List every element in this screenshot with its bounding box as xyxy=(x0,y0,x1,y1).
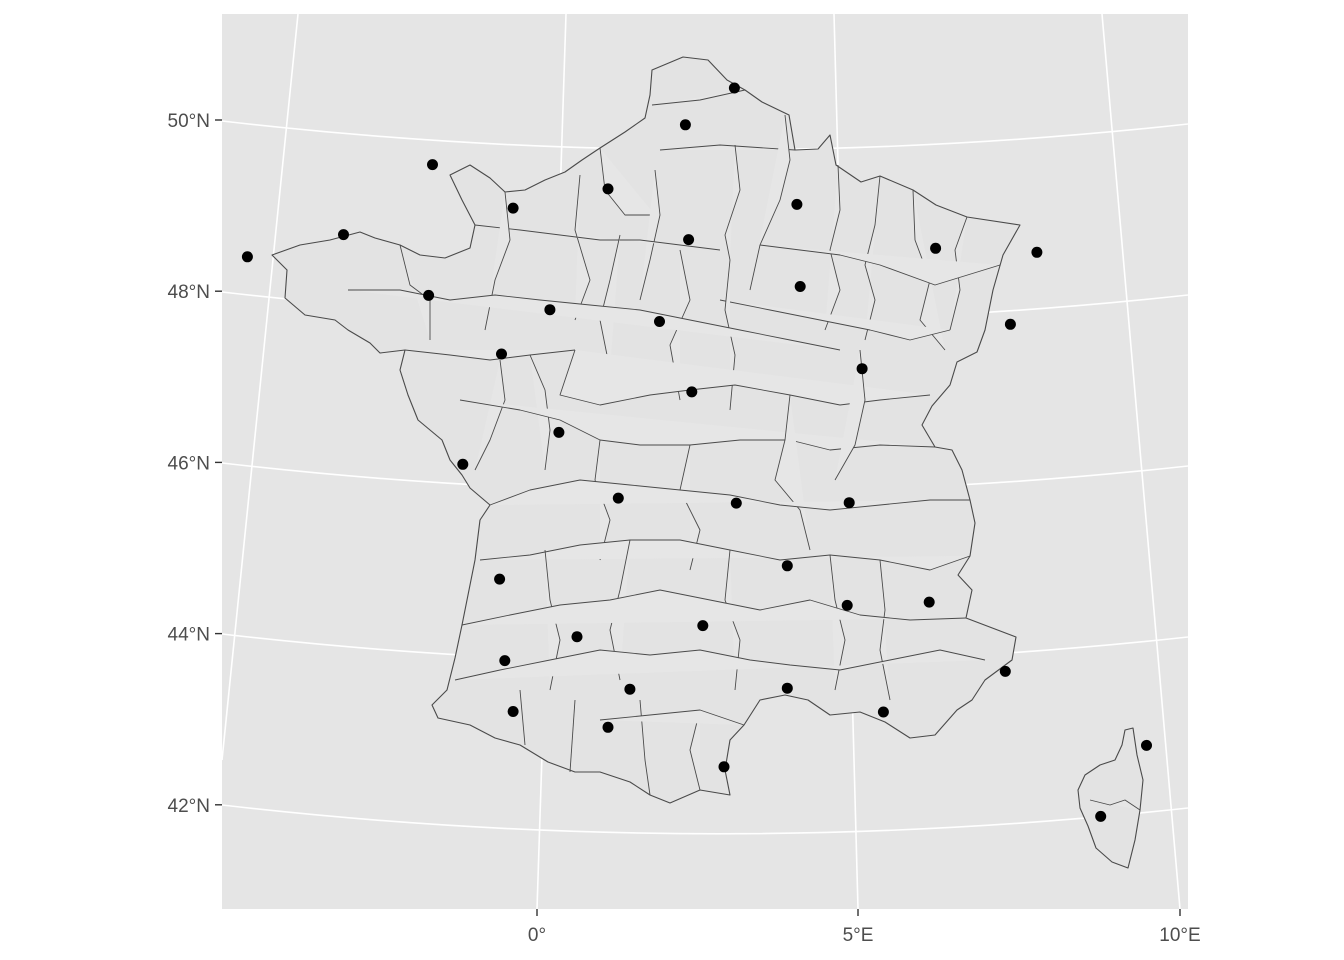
dept-border xyxy=(639,169,661,301)
x-tick-label: 0° xyxy=(528,925,546,946)
dept-border xyxy=(474,359,506,471)
city-points xyxy=(241,82,1152,822)
city-point xyxy=(679,119,691,131)
city-point xyxy=(624,683,636,695)
city-point xyxy=(730,497,742,509)
city-point xyxy=(612,492,624,504)
axis-ticks xyxy=(215,119,1181,916)
dept-border xyxy=(824,164,841,331)
dept-border xyxy=(834,349,866,481)
city-point xyxy=(856,363,868,375)
graticule-lon-m5 xyxy=(222,14,299,761)
dept-border xyxy=(659,144,796,151)
city-point xyxy=(781,682,793,694)
city-point xyxy=(496,348,507,360)
dept-border xyxy=(461,589,967,626)
dept-border xyxy=(759,244,1001,286)
dept-border xyxy=(599,147,655,216)
city-point xyxy=(686,386,698,398)
dept-border xyxy=(569,699,576,773)
dept-border xyxy=(519,689,526,746)
city-point xyxy=(923,596,935,608)
city-point xyxy=(654,316,665,327)
city-point xyxy=(781,560,793,572)
dept-border xyxy=(399,244,431,340)
department-borders xyxy=(348,89,1141,811)
dept-border xyxy=(749,114,791,291)
city-point xyxy=(241,251,253,263)
y-axis-labels: 42°N 44°N 46°N 48°N 50°N xyxy=(168,111,210,817)
city-point xyxy=(507,202,519,214)
city-point xyxy=(999,665,1011,677)
dept-border xyxy=(574,174,591,321)
dept-border xyxy=(474,224,721,251)
city-point xyxy=(841,599,853,611)
city-point xyxy=(553,426,565,438)
dept-border xyxy=(879,559,891,701)
city-point xyxy=(683,234,695,246)
city-point xyxy=(930,242,942,254)
city-point xyxy=(457,458,469,470)
y-tick-label: 48°N xyxy=(168,282,210,303)
city-point xyxy=(338,229,349,241)
y-tick-label: 42°N xyxy=(168,796,210,817)
x-axis-labels: 0° 5°E 10°E xyxy=(528,925,1201,946)
city-point xyxy=(877,706,889,718)
corsica-outline xyxy=(1077,727,1144,869)
dept-border xyxy=(719,299,951,341)
city-point xyxy=(794,281,806,292)
graticule-lat-42 xyxy=(222,804,1188,835)
city-point xyxy=(423,289,435,301)
city-point xyxy=(507,706,519,717)
city-point xyxy=(697,620,709,632)
city-point xyxy=(544,304,556,316)
dept-border xyxy=(651,89,746,106)
dept-border xyxy=(1089,799,1141,811)
city-point xyxy=(843,497,855,509)
x-tick-label: 5°E xyxy=(843,925,874,946)
y-tick-label: 46°N xyxy=(168,453,210,474)
city-point xyxy=(728,82,740,94)
city-point xyxy=(718,761,730,773)
city-point xyxy=(427,159,438,171)
city-point xyxy=(1095,810,1107,822)
city-point xyxy=(499,655,511,667)
city-point xyxy=(602,721,614,733)
city-point xyxy=(1004,318,1016,330)
dept-border xyxy=(404,349,576,361)
city-point xyxy=(494,573,506,585)
dept-border xyxy=(454,649,986,681)
x-tick-label: 10°E xyxy=(1159,925,1200,946)
dept-border xyxy=(774,394,811,551)
y-tick-label: 44°N xyxy=(168,625,210,646)
dept-border xyxy=(599,234,621,371)
city-point xyxy=(602,183,614,195)
city-point xyxy=(791,198,803,210)
city-point xyxy=(1141,739,1152,751)
city-point xyxy=(1031,246,1043,258)
dept-border xyxy=(829,554,846,691)
city-point xyxy=(571,631,583,643)
dept-border xyxy=(599,709,745,726)
graticule-lon-10 xyxy=(1101,14,1181,909)
dept-border xyxy=(724,144,741,261)
y-tick-label: 50°N xyxy=(168,111,210,132)
